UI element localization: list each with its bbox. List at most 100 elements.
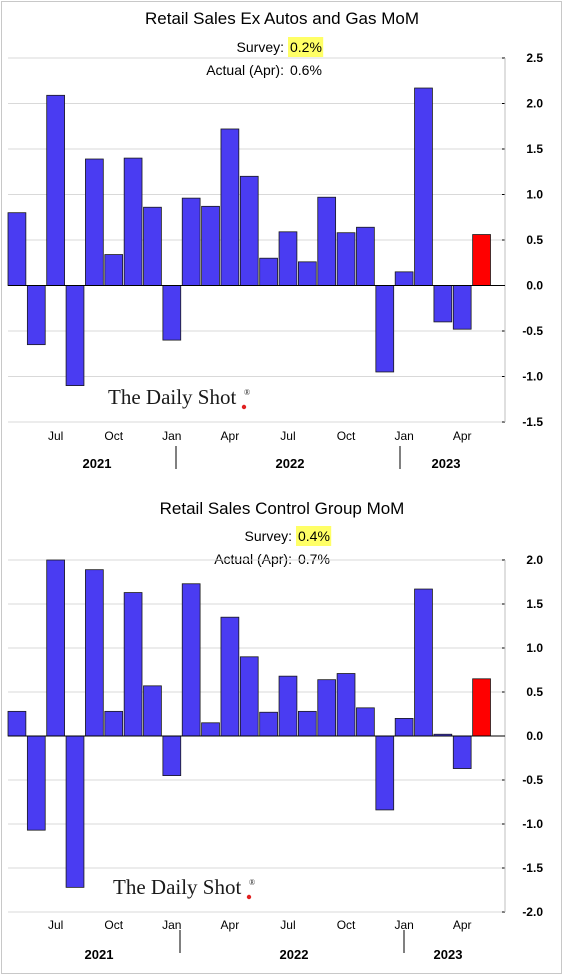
bar-2021-07 <box>46 559 65 737</box>
watermark: The Daily Shot <box>113 875 241 899</box>
y-tick-label: -2.0 <box>522 905 543 919</box>
bar-highlight-2023-04 <box>472 234 491 286</box>
x-tick-label: Apr <box>453 429 472 443</box>
bar-highlight-2023-04 <box>472 678 491 737</box>
watermark: The Daily Shot <box>108 385 236 409</box>
bar-2021-08 <box>65 735 85 888</box>
watermark-dot <box>241 404 247 410</box>
y-tick-label: 0.0 <box>526 279 543 293</box>
x-tick-label: Oct <box>337 918 356 932</box>
x-tick-label: Apr <box>221 918 240 932</box>
survey-value: 0.2% <box>290 39 322 55</box>
year-label: 2022 <box>280 947 309 962</box>
bar-2022-08 <box>297 261 317 286</box>
bar-2021-11 <box>123 157 143 286</box>
bar-2023-02 <box>414 588 433 737</box>
year-label: 2023 <box>432 456 461 471</box>
y-tick-label: 0.5 <box>526 233 543 247</box>
bar-2022-03 <box>201 722 220 737</box>
bar-2022-06 <box>259 711 278 737</box>
bar-2022-09 <box>317 196 337 286</box>
bar-2023-04 <box>452 285 472 330</box>
x-tick-label: Jan <box>162 918 181 932</box>
actual-label: Actual (Apr): <box>214 551 292 567</box>
x-tick-label: Jul <box>48 918 63 932</box>
y-tick-label: -1.5 <box>522 861 543 875</box>
bar-2022-04 <box>220 128 240 286</box>
bar-2022-10 <box>336 673 356 737</box>
survey-highlight <box>296 526 332 546</box>
watermark-registered: ® <box>244 388 250 397</box>
x-tick-label: Apr <box>453 918 472 932</box>
y-tick-label: 0.5 <box>526 685 543 699</box>
y-tick-label: -1.5 <box>522 415 543 429</box>
y-tick-label: -1.0 <box>522 817 543 831</box>
x-tick-label: Jul <box>280 918 295 932</box>
bar-2022-07 <box>278 675 298 737</box>
x-tick-label: Jul <box>280 429 295 443</box>
y-tick-label: 1.5 <box>526 142 543 156</box>
bar-2021-12 <box>143 685 162 737</box>
bar-2022-05 <box>239 175 259 286</box>
chart-title: Retail Sales Control Group MoM <box>160 499 405 518</box>
y-tick-label: 2.5 <box>526 51 543 65</box>
y-tick-label: 0.0 <box>526 729 543 743</box>
year-label: 2021 <box>83 456 112 471</box>
bar-2023-03 <box>433 285 453 323</box>
bar-2022-11 <box>356 707 375 737</box>
x-tick-label: Jul <box>48 429 63 443</box>
bar-2022-12 <box>375 285 395 373</box>
bar-2021-05 <box>7 212 27 286</box>
y-tick-label: -1.0 <box>522 370 543 384</box>
actual-value: 0.7% <box>298 551 330 567</box>
x-tick-label: Jan <box>394 429 413 443</box>
bar-2023-02 <box>414 87 433 286</box>
bar-2022-02 <box>181 197 201 286</box>
bar-2022-01 <box>162 285 182 341</box>
bar-2021-09 <box>85 569 104 737</box>
watermark-registered: ® <box>249 878 255 887</box>
year-label: 2021 <box>85 947 114 962</box>
x-tick-label: Jan <box>162 429 181 443</box>
y-tick-label: 1.0 <box>526 188 543 202</box>
bar-2022-11 <box>356 226 375 286</box>
chart-1: Retail Sales Ex Autos and Gas MoM Survey:… <box>7 9 543 471</box>
bar-2022-12 <box>375 735 395 811</box>
bar-2021-10 <box>104 254 124 286</box>
actual-value: 0.6% <box>290 62 322 78</box>
bar-2021-10 <box>104 710 124 737</box>
bar-2022-01 <box>162 735 182 776</box>
survey-value: 0.4% <box>298 528 330 544</box>
y-tick-label: 2.0 <box>526 97 543 111</box>
survey-label: Survey: <box>237 39 284 55</box>
bar-2023-01 <box>394 718 414 737</box>
bar-2021-05 <box>7 710 27 737</box>
bar-2021-06 <box>26 735 46 831</box>
bar-2022-09 <box>317 679 337 737</box>
bar-2021-06 <box>26 285 46 346</box>
survey-highlight <box>288 37 324 57</box>
bar-2021-08 <box>65 285 85 386</box>
y-tick-label: -0.5 <box>522 324 543 338</box>
bar-2023-04 <box>452 735 472 769</box>
year-label: 2023 <box>434 947 463 962</box>
actual-label: Actual (Apr): <box>206 62 284 78</box>
x-tick-label: Apr <box>221 429 240 443</box>
bar-2021-07 <box>46 94 65 286</box>
survey-label: Survey: <box>245 528 292 544</box>
x-tick-label: Oct <box>337 429 356 443</box>
bar-2022-05 <box>239 656 259 737</box>
bar-2022-10 <box>336 232 356 286</box>
bar-2021-11 <box>123 592 143 737</box>
y-tick-label: -0.5 <box>522 773 543 787</box>
bar-2022-06 <box>259 257 278 286</box>
bar-2021-12 <box>143 206 162 286</box>
year-label: 2022 <box>276 456 305 471</box>
x-tick-label: Oct <box>104 429 123 443</box>
y-tick-label: 2.0 <box>526 553 543 567</box>
x-tick-label: Jan <box>394 918 413 932</box>
bar-2023-01 <box>394 271 414 286</box>
bar-2022-08 <box>297 710 317 737</box>
